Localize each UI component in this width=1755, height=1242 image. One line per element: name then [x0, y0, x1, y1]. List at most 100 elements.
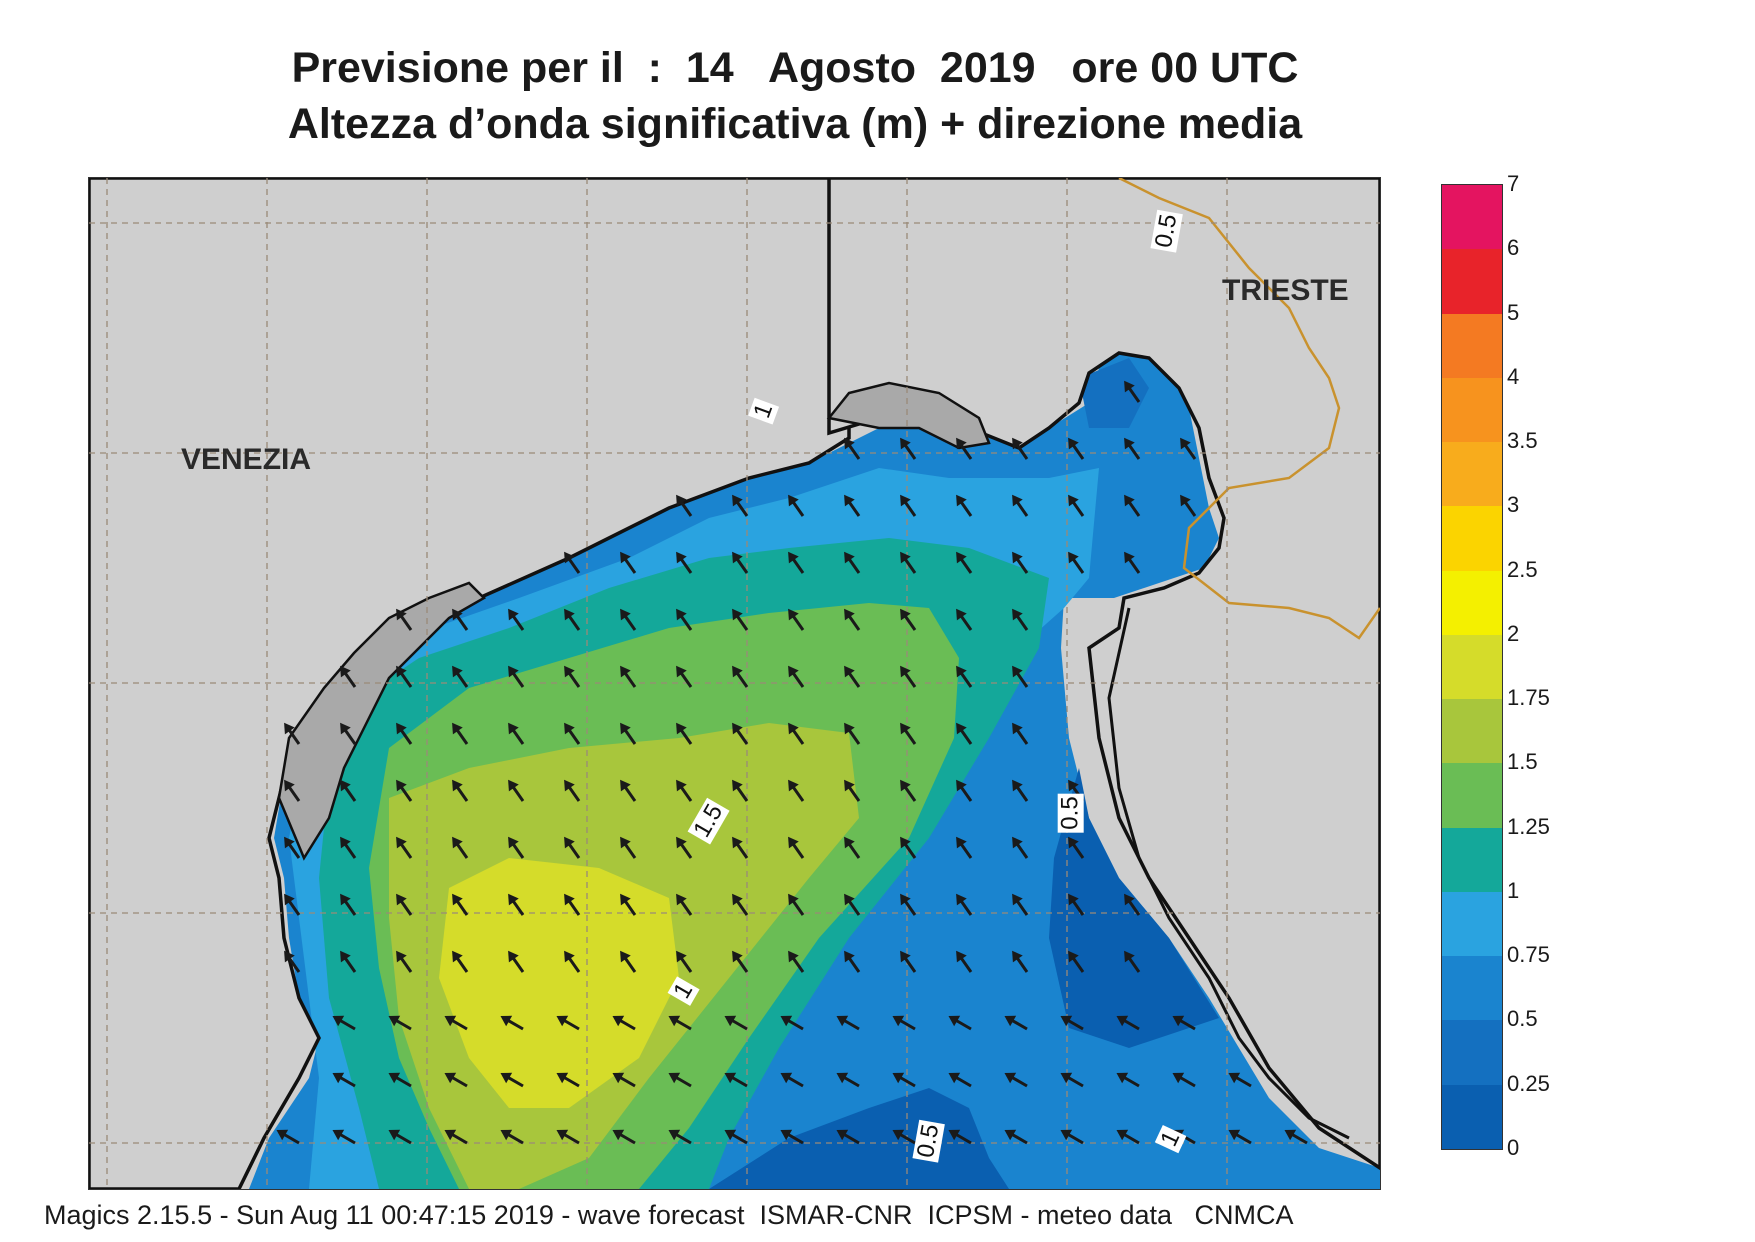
legend-swatch [1442, 1020, 1502, 1085]
direction-arrow [900, 608, 917, 631]
map-title: Previsione per il : 14 Agosto 2019 ore 0… [0, 40, 1590, 152]
direction-arrow [1068, 437, 1085, 460]
direction-arrow [676, 779, 693, 802]
direction-arrow [676, 836, 693, 859]
direction-arrow [556, 1072, 580, 1088]
legend-swatch [1442, 185, 1502, 250]
direction-arrow [1116, 1072, 1140, 1088]
direction-arrow [1012, 893, 1029, 916]
direction-arrow [564, 836, 581, 859]
direction-arrow [620, 551, 637, 574]
direction-arrow [844, 608, 861, 631]
direction-arrow [332, 1015, 356, 1031]
direction-arrow [612, 1015, 636, 1031]
direction-arrow [1012, 722, 1029, 745]
direction-arrow [1180, 494, 1197, 517]
direction-arrow [340, 779, 357, 802]
direction-arrow [1004, 1129, 1028, 1145]
direction-arrow [500, 1015, 524, 1031]
legend-swatch [1442, 377, 1502, 443]
direction-arrow [1068, 836, 1085, 859]
legend-tick-label: 5 [1507, 299, 1520, 325]
title-line-1: Previsione per il : 14 Agosto 2019 ore 0… [291, 44, 1299, 92]
legend-tick-label: 1 [1507, 877, 1520, 903]
direction-arrow [508, 665, 525, 688]
direction-arrow [956, 551, 973, 574]
direction-arrow [732, 551, 749, 574]
direction-arrow [676, 608, 693, 631]
direction-arrow [1228, 1072, 1252, 1088]
direction-arrow [1068, 494, 1085, 517]
direction-arrow [892, 1072, 916, 1088]
direction-arrow [564, 722, 581, 745]
direction-arrow [732, 608, 749, 631]
direction-arrow [276, 1129, 300, 1145]
direction-arrow [388, 1015, 412, 1031]
direction-arrow [844, 551, 861, 574]
direction-arrow [732, 722, 749, 745]
direction-arrow [1060, 1015, 1084, 1031]
direction-arrow [668, 1129, 692, 1145]
direction-arrow [508, 836, 525, 859]
legend-tick-label: 2 [1507, 620, 1520, 646]
direction-arrow [564, 893, 581, 916]
direction-arrow [900, 494, 917, 517]
direction-arrow [620, 608, 637, 631]
direction-arrow [1124, 437, 1141, 460]
direction-arrow [1116, 1015, 1140, 1031]
direction-arrow [1012, 494, 1029, 517]
legend-swatch [1442, 699, 1502, 764]
direction-arrow [724, 1015, 748, 1031]
direction-arrow [620, 665, 637, 688]
direction-arrow [1124, 380, 1141, 403]
direction-arrow [1172, 1015, 1196, 1031]
direction-arrow [676, 551, 693, 574]
direction-arrow [556, 1015, 580, 1031]
direction-arrow [732, 836, 749, 859]
legend-swatch [1442, 506, 1502, 571]
direction-arrow [844, 722, 861, 745]
direction-arrow [340, 950, 357, 973]
direction-arrow [732, 494, 749, 517]
direction-arrow [444, 1072, 468, 1088]
direction-arrow [900, 779, 917, 802]
direction-arrow [844, 950, 861, 973]
direction-arrow [284, 950, 301, 973]
direction-arrow [956, 893, 973, 916]
direction-arrow [948, 1129, 972, 1145]
direction-arrow [788, 836, 805, 859]
direction-arrow [956, 608, 973, 631]
direction-arrow [900, 665, 917, 688]
direction-arrow [892, 1129, 916, 1145]
direction-arrow [788, 722, 805, 745]
direction-arrow [508, 779, 525, 802]
direction-arrow [508, 893, 525, 916]
legend-swatch [1442, 634, 1502, 700]
legend-tick-label: 0.5 [1507, 1006, 1538, 1032]
direction-arrow [284, 779, 301, 802]
direction-arrow [1012, 665, 1029, 688]
direction-arrow [564, 551, 581, 574]
direction-arrow [612, 1129, 636, 1145]
direction-arrow [1060, 1129, 1084, 1145]
legend-swatch [1442, 827, 1502, 892]
direction-arrow [900, 437, 917, 460]
legend-swatch [1442, 1084, 1502, 1149]
direction-arrow [668, 1015, 692, 1031]
direction-arrow [956, 722, 973, 745]
direction-arrow [1124, 893, 1141, 916]
legend-tick-label: 4 [1507, 363, 1520, 389]
zone-0-25-north [1079, 358, 1149, 428]
direction-arrow [1228, 1129, 1252, 1145]
direction-arrow [956, 779, 973, 802]
direction-arrow [900, 950, 917, 973]
direction-arrow [676, 722, 693, 745]
legend-tick-label: 0 [1507, 1135, 1520, 1160]
direction-arrow [508, 950, 525, 973]
direction-arrow [788, 494, 805, 517]
direction-arrow [788, 608, 805, 631]
direction-arrow [844, 779, 861, 802]
direction-arrow [844, 437, 861, 460]
state-border [1118, 178, 1380, 640]
legend-swatch [1442, 313, 1502, 378]
